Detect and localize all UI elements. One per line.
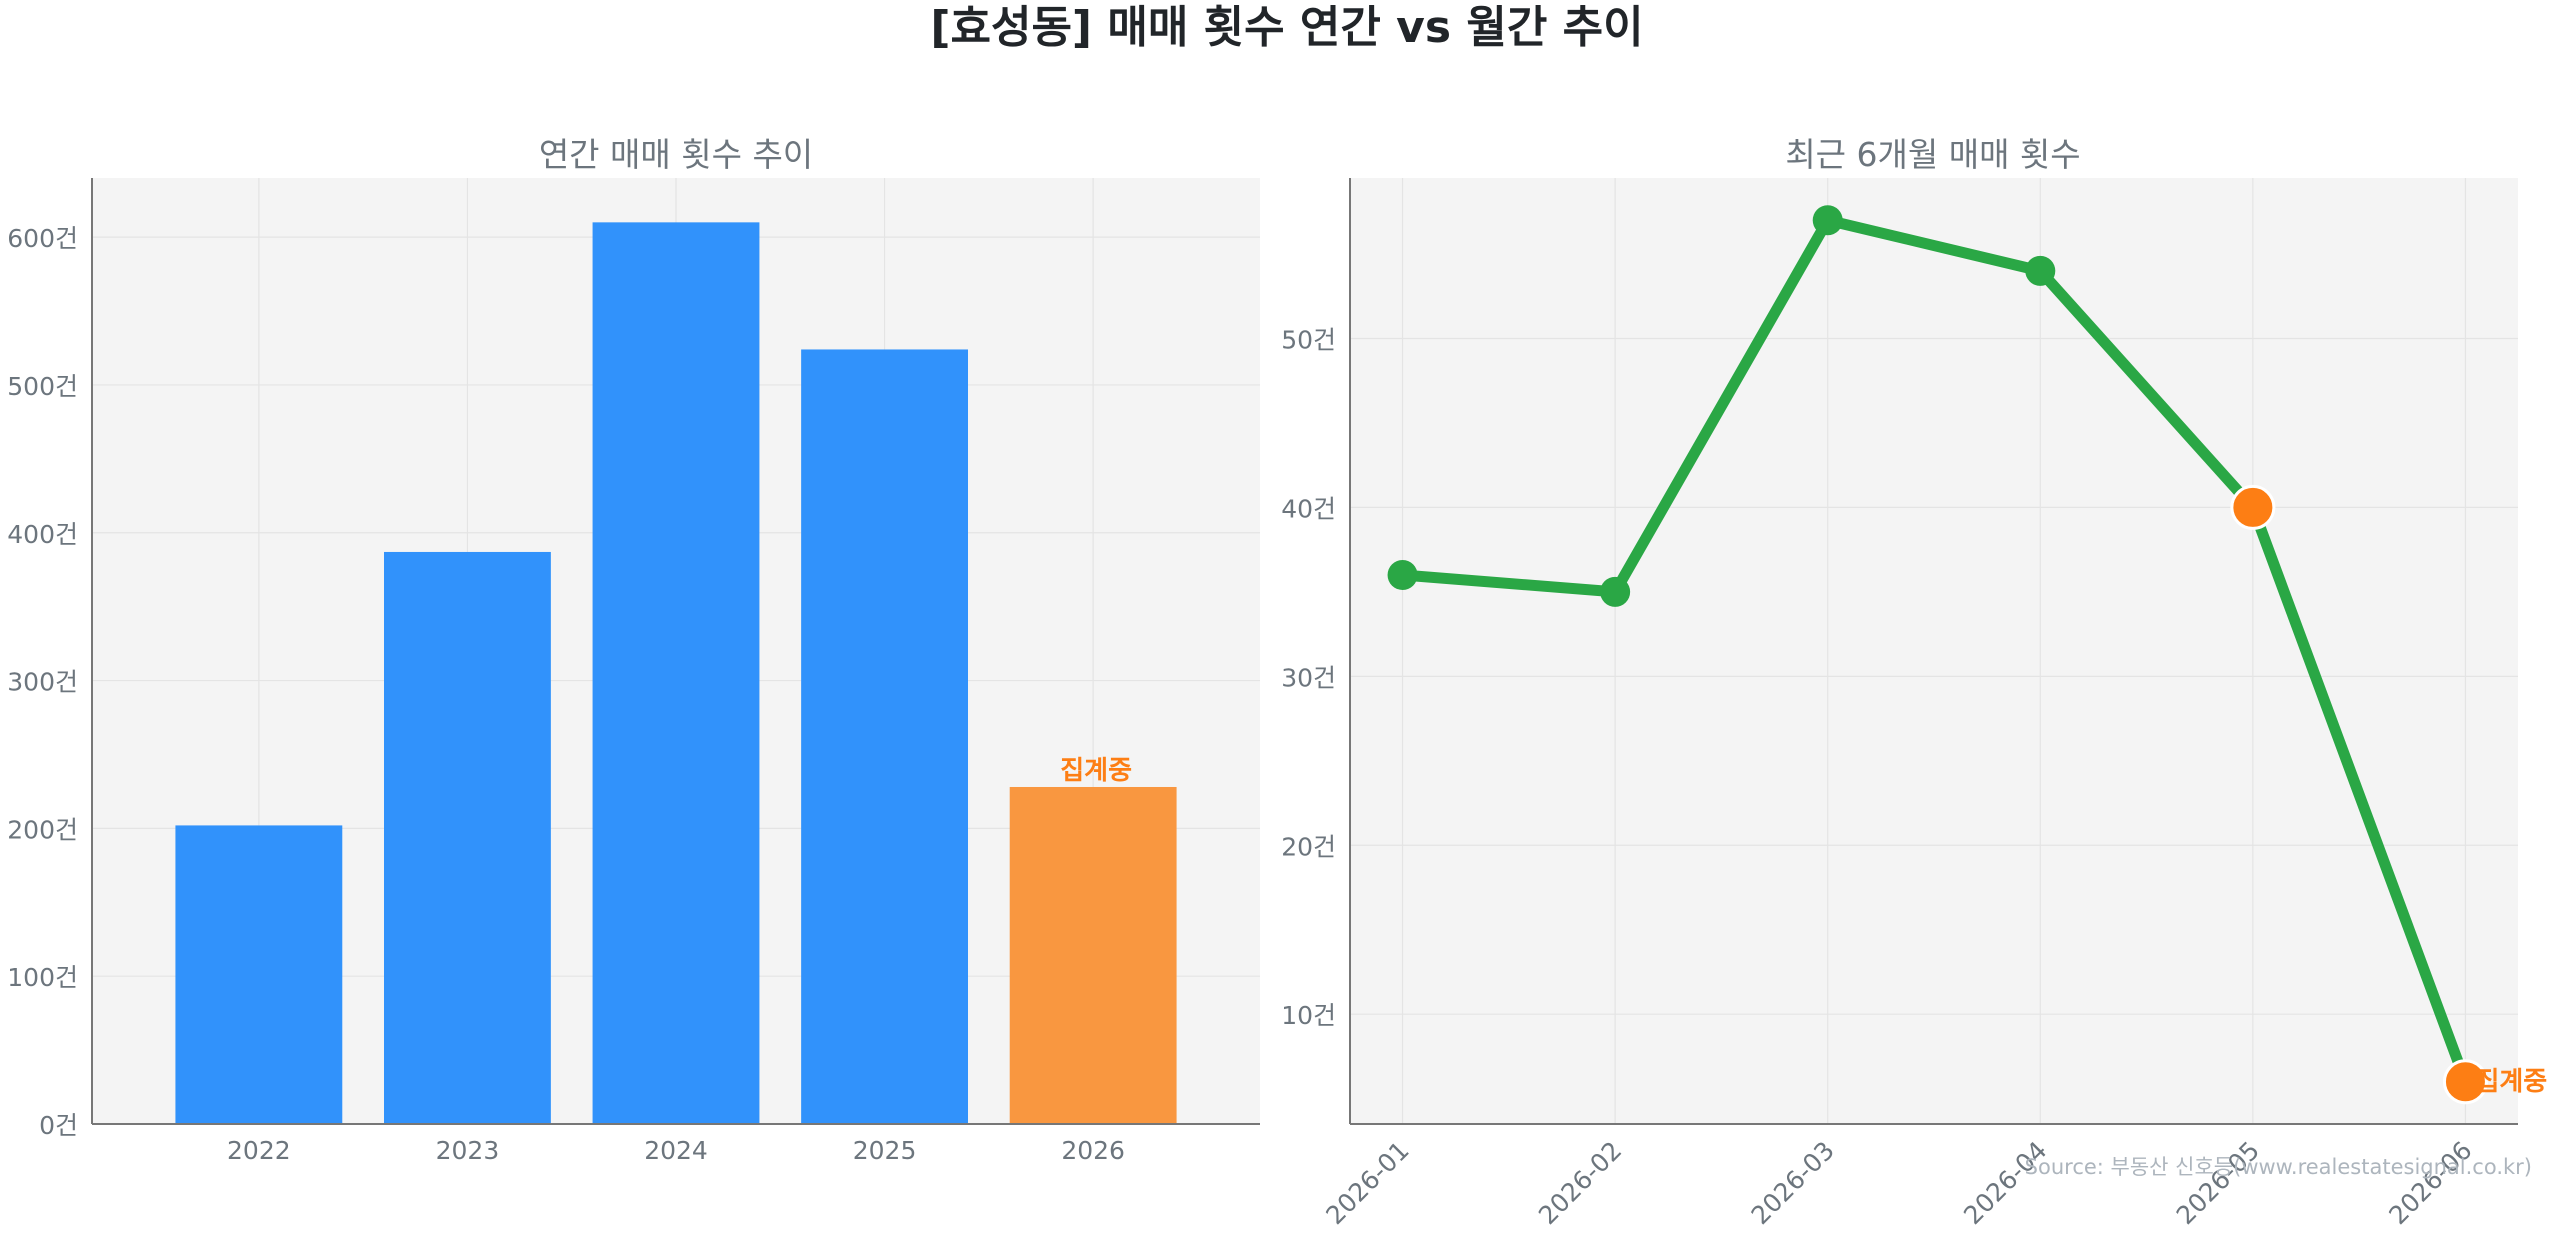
line-x-tick-label: 2026-03 bbox=[1746, 1136, 1840, 1230]
line-y-tick-label: 40건 bbox=[1281, 494, 1336, 523]
line-y-tick-label: 30건 bbox=[1281, 663, 1336, 692]
bar-axes bbox=[91, 178, 1260, 1125]
line-point bbox=[1387, 559, 1418, 590]
bar-y-tick-label: 0건 bbox=[39, 1111, 78, 1140]
line-x-tick-label: 2026-04 bbox=[1958, 1136, 2052, 1230]
line-chart-title: 최근 6개월 매매 횟수 bbox=[1785, 135, 2080, 174]
line-x-tick-label: 2026-02 bbox=[1533, 1136, 1627, 1230]
line-axes bbox=[1349, 178, 2518, 1125]
bar-y-tick-label: 100건 bbox=[7, 963, 78, 992]
line-y-tick-label: 10건 bbox=[1281, 1001, 1336, 1030]
monthly-line-chart: 최근 6개월 매매 횟수 집계중 10건 20건 30건 40건 50건 2026-01 2… bbox=[1281, 135, 2547, 1230]
line-marks: 집계중 bbox=[1387, 205, 2547, 1105]
source-note: Source: 부동산 신호등(www.realestatesignal.co.… bbox=[2025, 1155, 2532, 1179]
bar-y-tick-label: 300건 bbox=[7, 668, 78, 697]
bar-y-tick-label: 400건 bbox=[7, 520, 78, 549]
bar bbox=[384, 551, 551, 1124]
bar-x-tick-label: 2025 bbox=[853, 1136, 917, 1165]
page-title: [효성동] 매매 횟수 연간 vs 월간 추이 bbox=[930, 2, 1643, 53]
bar bbox=[592, 222, 760, 1124]
line-y-tick-label: 50건 bbox=[1281, 325, 1336, 354]
bar-x-tick-label: 2023 bbox=[436, 1136, 500, 1165]
bar-chart-title: 연간 매매 횟수 추이 bbox=[539, 135, 813, 174]
bar-y-tick-label: 200건 bbox=[7, 815, 78, 844]
line-grid bbox=[1350, 178, 2518, 1124]
bar-x-tick-label: 2026 bbox=[1061, 1136, 1125, 1165]
bar bbox=[175, 825, 343, 1124]
bar bbox=[1009, 786, 1177, 1124]
line-x-tick-label: 2026-05 bbox=[2171, 1136, 2265, 1230]
annual-bar-chart: 연간 매매 횟수 추이 집계중 0건 100건 200건 300건 400건 500건 60… bbox=[7, 135, 1260, 1165]
bar-marks: 집계중 bbox=[175, 222, 1177, 1124]
bar-x-tick-label: 2022 bbox=[227, 1136, 291, 1165]
line-point bbox=[2025, 255, 2056, 286]
line-x-tick-label: 2026-06 bbox=[2383, 1136, 2477, 1230]
line-x-tick-label: 2026-01 bbox=[1320, 1136, 1414, 1230]
line-annotation: 집계중 bbox=[2475, 1067, 2547, 1097]
line-point bbox=[1600, 576, 1631, 607]
bar-y-tick-label: 600건 bbox=[7, 224, 78, 253]
bar-y-tick-label: 500건 bbox=[7, 372, 78, 401]
line-point-highlight bbox=[2442, 1059, 2488, 1105]
bar-x-tick-label: 2024 bbox=[644, 1136, 708, 1165]
bar-tick-labels: 0건 100건 200건 300건 400건 500건 600건 2022 2023 2024 20… bbox=[7, 224, 1125, 1165]
line-plot-area bbox=[1350, 178, 2518, 1124]
bar bbox=[801, 349, 968, 1124]
line-series bbox=[1397, 214, 2471, 1088]
line-point bbox=[1812, 205, 1843, 236]
line-y-tick-label: 20건 bbox=[1281, 832, 1336, 861]
line-point-highlight bbox=[2230, 484, 2276, 530]
bar-annotation: 집계중 bbox=[1060, 756, 1132, 786]
